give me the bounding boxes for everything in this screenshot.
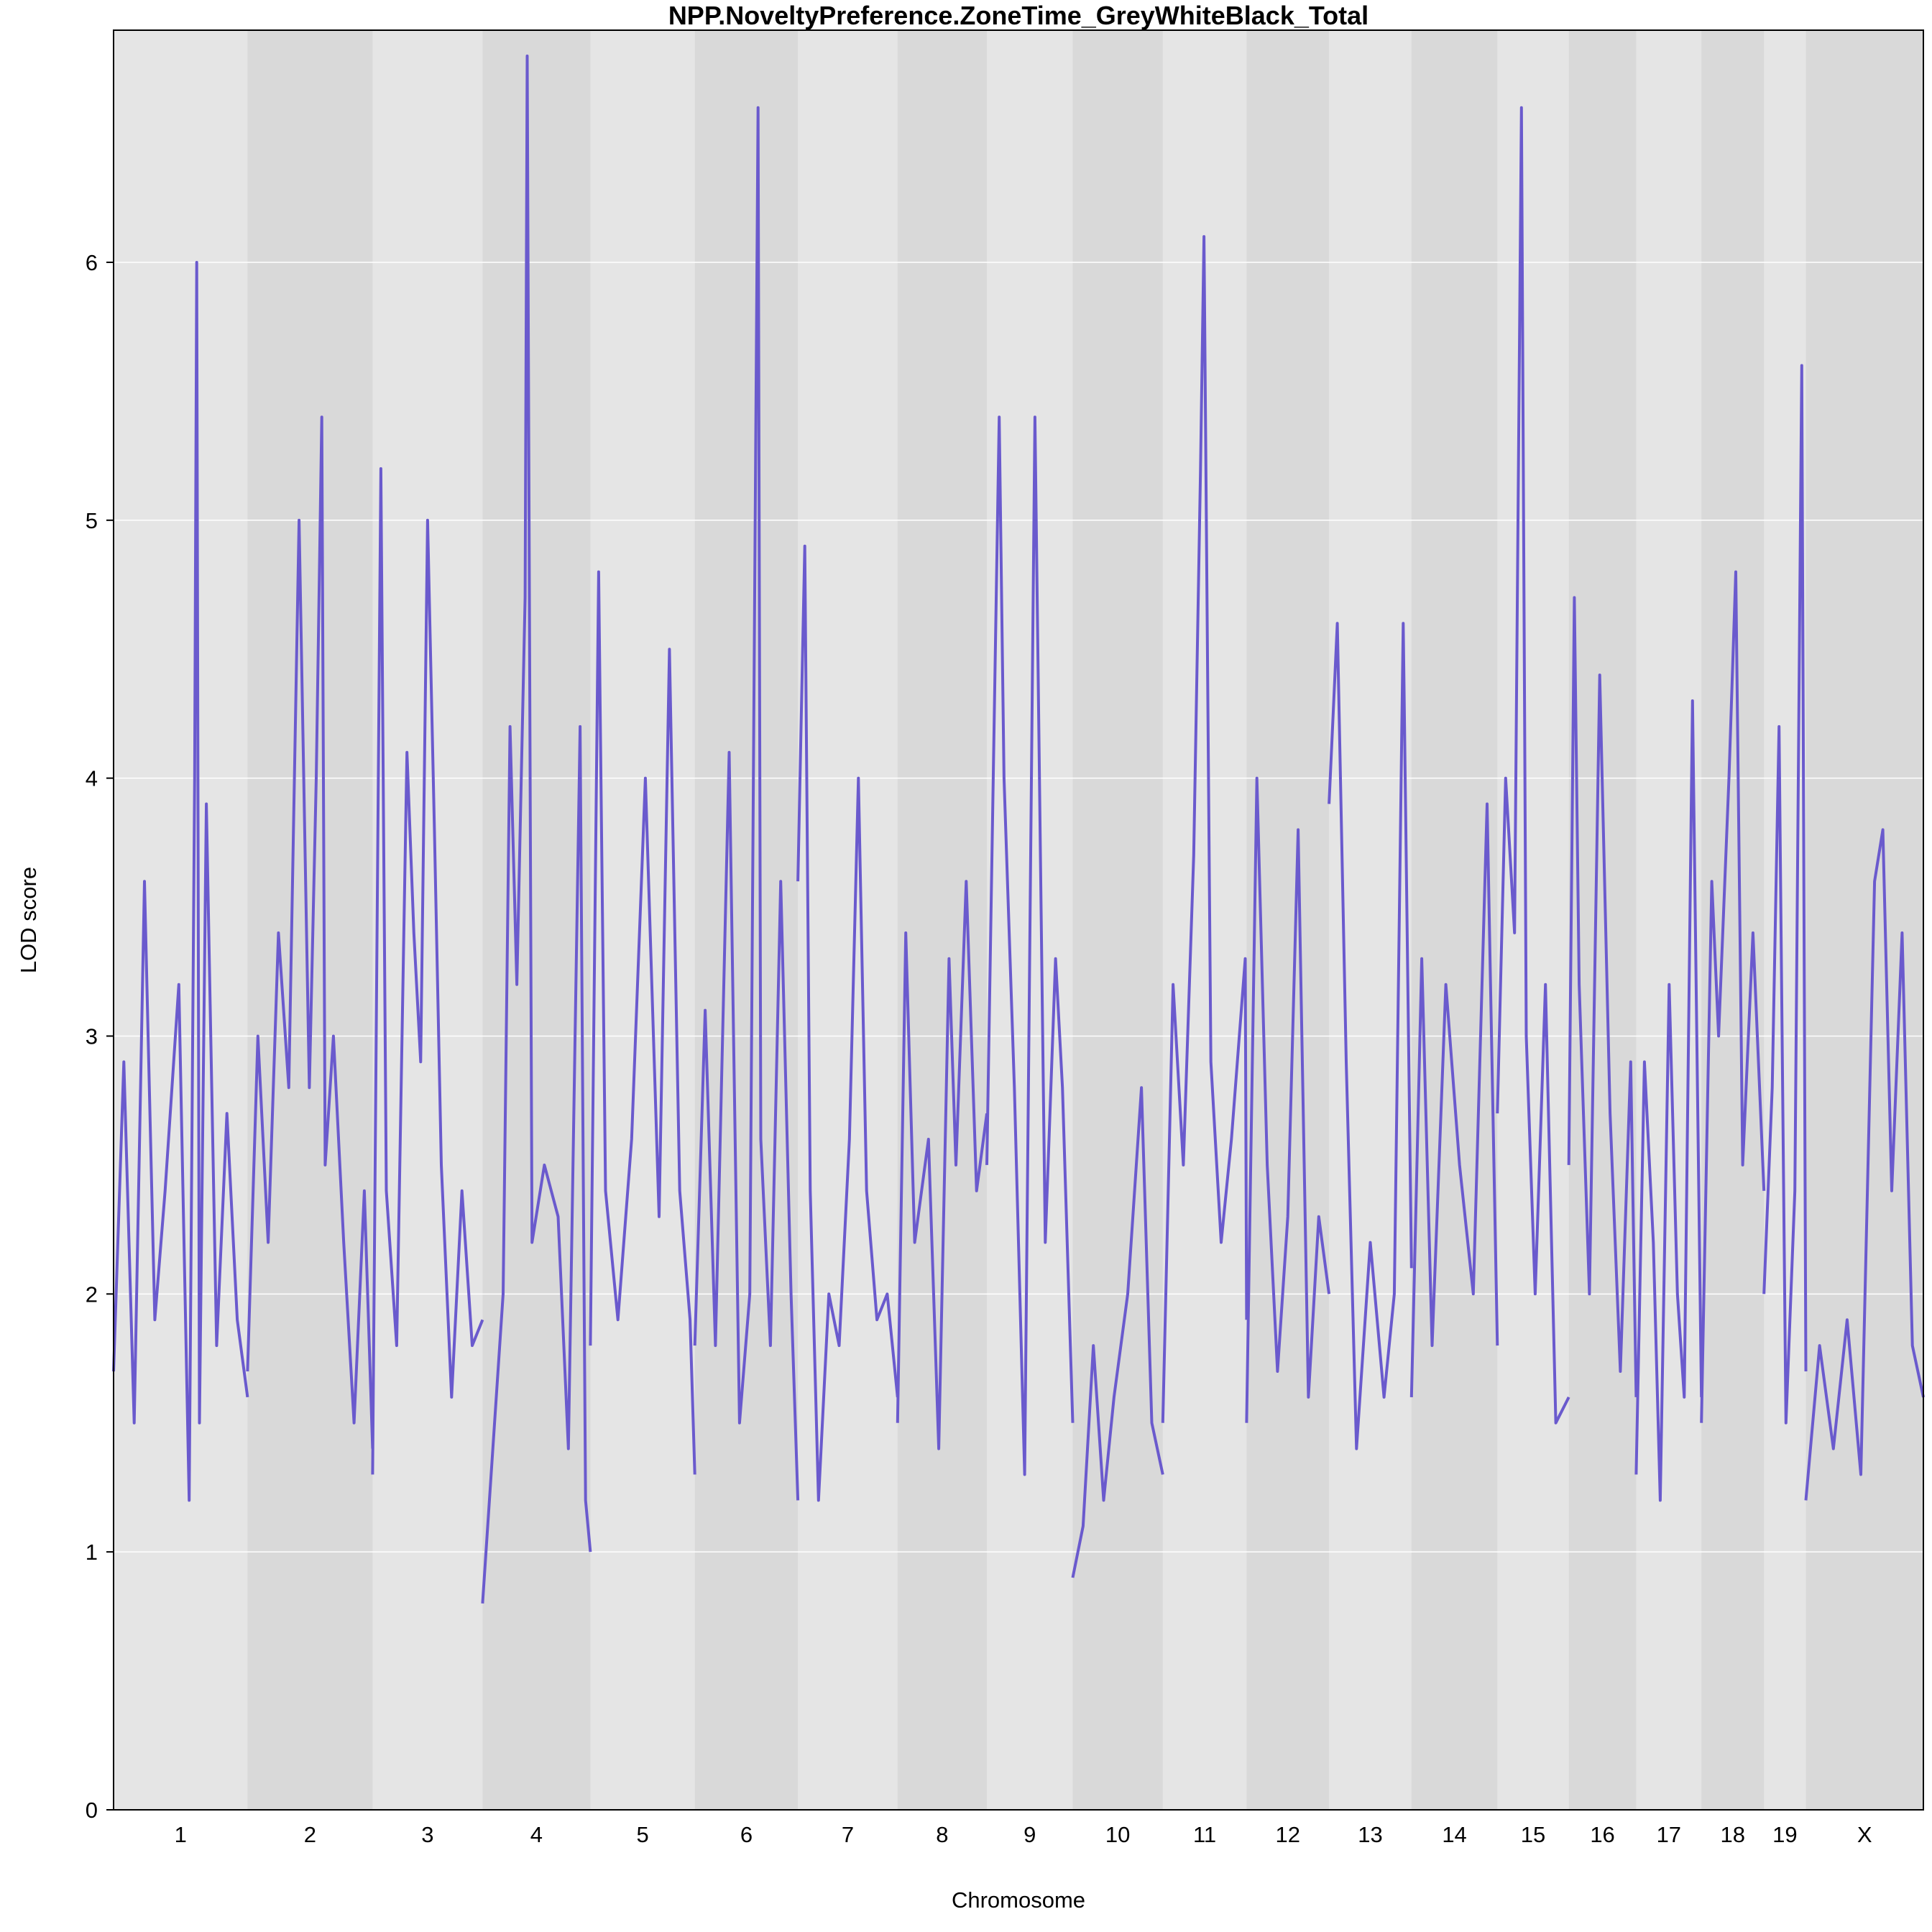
lod-curve-chr-17 <box>1634 699 1703 1502</box>
lod-curve-chr-11 <box>1161 235 1248 1423</box>
x-tick-label-3: 3 <box>421 1822 433 1847</box>
x-tick-label-10: 10 <box>1105 1822 1130 1847</box>
lod-curve-chr-10 <box>1071 1086 1164 1578</box>
lod-curve-chr-1 <box>112 261 249 1502</box>
x-tick-label-X: X <box>1857 1822 1872 1847</box>
x-tick-label-5: 5 <box>636 1822 648 1847</box>
x-tick-label-14: 14 <box>1442 1822 1466 1847</box>
y-axis: 0 1 2 3 4 5 6 <box>86 250 114 1823</box>
chromosome-band-12 <box>1246 30 1330 1810</box>
x-tick-label-6: 6 <box>740 1822 753 1847</box>
chromosome-band-7 <box>798 30 898 1810</box>
lod-curve-chr-15 <box>1496 106 1570 1425</box>
lod-curve-chr-8 <box>896 880 988 1450</box>
chromosome-band-16 <box>1568 30 1637 1810</box>
y-axis-label: LOD score <box>16 867 41 973</box>
lod-curves <box>112 54 1925 1604</box>
lod-curve-chr-14 <box>1409 802 1499 1397</box>
lod-curve-chr-6 <box>693 106 800 1501</box>
lod-curve-chr-12 <box>1245 776 1331 1423</box>
x-tick-label-2: 2 <box>304 1822 316 1847</box>
y-tick-label-4: 4 <box>86 766 98 791</box>
lod-curve-chr-9 <box>985 415 1075 1476</box>
x-tick-label-12: 12 <box>1275 1822 1300 1847</box>
lod-curve-chr-2 <box>246 415 374 1449</box>
y-tick-label-3: 3 <box>86 1024 98 1049</box>
chromosome-band-3 <box>372 30 483 1810</box>
x-tick-label-16: 16 <box>1590 1822 1614 1847</box>
lod-curve-chr-3 <box>371 467 484 1475</box>
chromosome-band-1 <box>114 30 248 1810</box>
chromosome-band-8 <box>897 30 988 1810</box>
chromosome-bands <box>114 30 1924 1810</box>
x-tick-label-19: 19 <box>1772 1822 1797 1847</box>
plot-frame <box>113 29 1924 1811</box>
lod-curve-chr-19 <box>1762 364 1808 1425</box>
x-tick-label-8: 8 <box>936 1822 948 1847</box>
x-tick-label-9: 9 <box>1024 1822 1036 1847</box>
x-tick-label-7: 7 <box>842 1822 854 1847</box>
x-axis-label: Chromosome <box>952 1887 1085 1913</box>
x-tick-label-17: 17 <box>1657 1822 1681 1847</box>
x-tick-label-1: 1 <box>175 1822 187 1847</box>
chromosome-band-4 <box>482 30 591 1810</box>
chromosome-band-2 <box>247 30 373 1810</box>
chromosome-band-X <box>1806 30 1924 1810</box>
chromosome-band-10 <box>1072 30 1164 1810</box>
y-tick-label-2: 2 <box>86 1282 98 1307</box>
x-tick-label-4: 4 <box>530 1822 543 1847</box>
x-tick-label-11: 11 <box>1193 1822 1216 1847</box>
y-tick-label-0: 0 <box>86 1798 98 1823</box>
x-tick-label-18: 18 <box>1720 1822 1744 1847</box>
x-axis: 1 2 3 4 5 6 7 8 9 10 11 12 13 14 15 16 17 18 19 X <box>175 1822 1872 1847</box>
y-tick-label-6: 6 <box>86 250 98 275</box>
lod-curve-chr-16 <box>1567 596 1638 1397</box>
chromosome-band-19 <box>1764 30 1807 1810</box>
x-tick-label-13: 13 <box>1358 1822 1382 1847</box>
chromosome-band-15 <box>1497 30 1570 1810</box>
y-tick-label-1: 1 <box>86 1540 98 1565</box>
chromosome-band-17 <box>1636 30 1702 1810</box>
lod-curve-chr-4 <box>481 54 592 1604</box>
chromosome-band-5 <box>590 30 696 1810</box>
lod-curve-chr-X <box>1804 828 1925 1501</box>
lod-curve-chr-18 <box>1700 570 1766 1423</box>
lod-curve-chr-13 <box>1328 622 1413 1450</box>
lod-curve-chr-7 <box>796 544 899 1502</box>
chart-title: NPP.NoveltyPreference.ZoneTime_GreyWhite… <box>668 1 1368 30</box>
x-tick-label-15: 15 <box>1521 1822 1545 1847</box>
lod-curve-chr-5 <box>589 570 696 1475</box>
y-tick-label-5: 5 <box>86 508 98 533</box>
